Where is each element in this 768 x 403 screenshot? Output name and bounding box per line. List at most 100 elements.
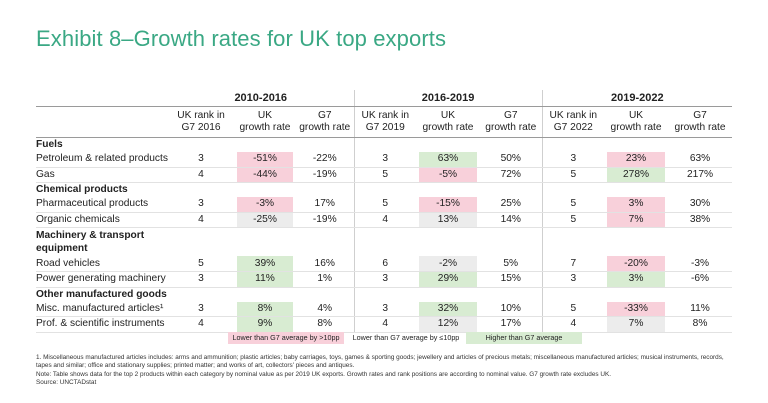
- empty-cell: [604, 138, 668, 153]
- row-label: Misc. manufactured articles¹: [36, 301, 168, 318]
- table-cell: 3: [353, 271, 416, 288]
- table-cell: 63%: [668, 152, 733, 168]
- empty-cell: [416, 287, 480, 302]
- legend-lower-gt10: Lower than G7 average by >10pp: [228, 332, 344, 344]
- col-header: UK growth rate: [234, 106, 296, 138]
- table-cell: 4: [168, 212, 234, 229]
- table-cell: 9%: [234, 316, 296, 333]
- empty-cell: [234, 287, 296, 302]
- table-cell: 39%: [234, 256, 296, 272]
- empty-cell: [353, 227, 416, 257]
- table-cell: 5: [541, 212, 605, 229]
- empty-cell: [296, 183, 354, 198]
- table-cell: 50%: [480, 152, 543, 168]
- row-label: Organic chemicals: [36, 212, 168, 229]
- table-cell: 5: [168, 256, 234, 272]
- table-cell: -3%: [234, 197, 296, 213]
- table-cell: 12%: [416, 316, 480, 333]
- table-row: Power generating machinery 3 11% 1% 3 29% 15% 3…: [36, 271, 733, 288]
- period-header-2010-2016: 2010-2016: [168, 90, 354, 107]
- empty-cell: [541, 227, 605, 257]
- table-cell: -20%: [604, 256, 669, 272]
- row-label: Pharmaceutical products: [36, 197, 168, 213]
- table-cell: -19%: [296, 167, 354, 184]
- row-label: Petroleum & related products: [36, 152, 168, 168]
- table-cell: 3: [168, 152, 234, 168]
- table-cell: 3: [353, 301, 416, 318]
- category-row: Other manufactured goods: [36, 287, 732, 302]
- category-row: Machinery & transport equipment: [36, 227, 732, 257]
- empty-cell: [416, 228, 480, 257]
- table-cell: -51%: [234, 152, 296, 168]
- category-label: Fuels: [36, 139, 63, 150]
- category-label: Machinery & transport equipment: [36, 230, 145, 255]
- table-cell: -2%: [416, 256, 480, 272]
- table-cell: 3: [353, 152, 416, 168]
- footnotes: 1. Miscellaneous manufactured articles i…: [36, 354, 736, 387]
- table-cell: 23%: [604, 152, 669, 168]
- table-cell: 4: [168, 316, 234, 333]
- legend-higher: Higher than G7 average: [466, 332, 582, 344]
- empty-cell: [480, 287, 542, 302]
- table-cell: 17%: [296, 197, 354, 213]
- footnote-note: Note: Table shows data for the top 2 pro…: [36, 370, 611, 378]
- table-cell: -25%: [234, 212, 296, 229]
- empty-cell: [480, 183, 542, 198]
- table-cell: 7%: [604, 316, 669, 333]
- table-cell: 3: [541, 271, 605, 288]
- empty-cell: [541, 137, 605, 152]
- table-cell: 217%: [668, 167, 733, 184]
- empty-cell: [480, 228, 542, 257]
- row-label: Road vehicles: [36, 256, 168, 272]
- table-cell: 11%: [234, 271, 296, 288]
- empty-cell: [480, 138, 542, 153]
- category-row: Fuels: [36, 137, 732, 153]
- empty-cell: [668, 287, 732, 302]
- category-label: Chemical products: [36, 184, 128, 196]
- table-cell: 5: [541, 167, 605, 184]
- col-header: UK growth rate: [604, 106, 669, 138]
- col-header: UK rank in G7 2019: [353, 106, 416, 138]
- table-cell: 63%: [416, 152, 480, 168]
- table-cell: 6: [353, 256, 416, 272]
- table-body: Fuels Petroleum & related products 3 -51% -2…: [36, 137, 733, 333]
- table-cell: 5: [353, 167, 416, 184]
- table-cell: 3%: [604, 271, 669, 288]
- table-cell: 29%: [416, 271, 480, 288]
- table-cell: 5%: [480, 256, 543, 272]
- table-cell: 7: [541, 256, 605, 272]
- table-cell: 14%: [480, 212, 543, 229]
- empty-cell: [234, 138, 296, 153]
- table-cell: 4%: [296, 301, 354, 318]
- empty-cell: [168, 183, 234, 198]
- period-header-2019-2022: 2019-2022: [541, 90, 733, 107]
- table-cell: 8%: [296, 316, 354, 333]
- empty-cell: [353, 182, 416, 198]
- empty-cell: [604, 183, 668, 198]
- page-title: Exhibit 8–Growth rates for UK top export…: [36, 26, 447, 51]
- table-cell: 11%: [668, 301, 733, 318]
- category-row: Chemical products: [36, 182, 732, 198]
- table-cell: 5: [541, 197, 605, 213]
- category-label: Other manufactured goods: [36, 288, 167, 300]
- footnote-1: 1. Miscellaneous manufactured articles i…: [36, 354, 724, 370]
- table-cell: 30%: [668, 197, 733, 213]
- table-cell: -33%: [604, 301, 669, 318]
- table-row: Misc. manufactured articles¹ 3 8% 4% 3 32% 10%…: [36, 301, 733, 318]
- footnote-source: Source: UNCTADstat: [36, 378, 97, 386]
- table-cell: 1%: [296, 271, 354, 288]
- table-cell: 32%: [416, 301, 480, 318]
- table-cell: -3%: [668, 256, 733, 272]
- col-header: G7 growth rate: [668, 106, 733, 138]
- row-label: Power generating machinery: [36, 271, 168, 288]
- col-header: UK rank in G7 2022: [541, 106, 605, 138]
- table-cell: 3%: [604, 197, 669, 213]
- growth-rates-table: 2010-2016 2016-2019 2019-2022 UK rank in…: [36, 90, 733, 333]
- table-cell: 16%: [296, 256, 354, 272]
- empty-cell: [168, 138, 234, 153]
- table-cell: -15%: [416, 197, 480, 213]
- empty-cell: [296, 287, 354, 302]
- empty-cell: [416, 138, 480, 153]
- empty-cell: [234, 228, 296, 257]
- row-label: Gas: [36, 167, 168, 184]
